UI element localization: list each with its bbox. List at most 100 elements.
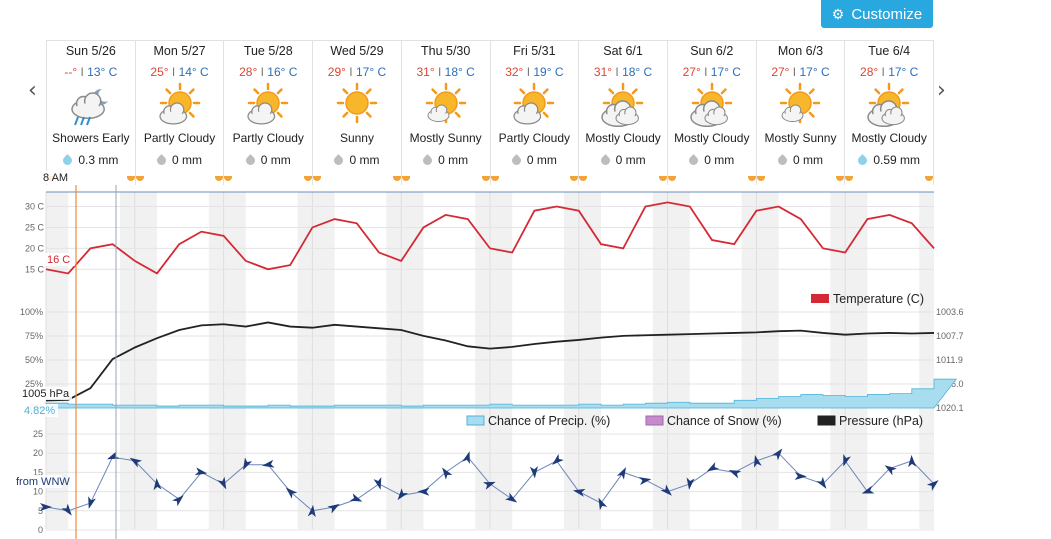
partly-cloudy-icon (513, 82, 555, 125)
wind-arrow (285, 487, 298, 499)
condition-label: Mostly Cloudy (674, 131, 750, 145)
day-card[interactable]: Tue 5/28 28° I 16° C Partly Cloudy 0 mm (223, 40, 313, 185)
precip-amount: 0.59 mm (845, 153, 933, 167)
chevron-left-icon[interactable]: ‹ (28, 78, 37, 103)
high-temp: 28° (860, 65, 879, 79)
wind-arrow (307, 504, 316, 518)
wind-arrow (728, 470, 742, 479)
raindrop-icon (598, 154, 612, 167)
wind-arrow (638, 477, 652, 485)
night-band (393, 192, 424, 529)
raindrop-icon (421, 154, 435, 167)
day-card[interactable]: Fri 5/31 32° I 19° C Partly Cloudy 0 mm (489, 40, 579, 185)
day-card[interactable]: Sun 6/2 27° I 17° C Mostly Cloudy 0 mm (666, 40, 756, 185)
precip-value: 0 mm (438, 153, 469, 167)
high-temp: 27° (682, 65, 701, 79)
wind-arrow (616, 467, 627, 480)
precip-legend-swatch (817, 415, 836, 426)
raindrop-icon (509, 154, 523, 167)
wind-arrow (243, 457, 253, 471)
day-card[interactable]: Thu 5/30 31° I 18° C Mostly Sunny 0 mm (400, 40, 490, 185)
cursor-temp-label-bg (45, 253, 75, 266)
wind-arrow (417, 487, 430, 496)
cursor-precip-label: 4.82% (24, 405, 55, 417)
raindrop-icon (61, 154, 75, 167)
day-card[interactable]: Mon 5/27 25° I 14° C Partly Cloudy 0 mm (134, 40, 224, 185)
day-card[interactable]: Mon 6/3 27° I 17° C Mostly Sunny 0 mm (755, 40, 845, 185)
precip-value: 0 mm (704, 153, 735, 167)
precip-amount: 0 mm (136, 153, 224, 167)
wind-arrow (861, 485, 875, 494)
raindrop-icon (687, 154, 701, 167)
temp-tick-label: 15 C (25, 264, 45, 274)
low-temp: 17° C (888, 65, 919, 79)
precip-amount: 0 mm (668, 153, 756, 167)
day-card[interactable]: Sun 5/26 --° I 13° C Showers Early 0.3 m… (46, 40, 135, 185)
wind-arrow (552, 453, 564, 465)
low-temp: 17° C (799, 65, 830, 79)
wind-arrow (504, 492, 518, 503)
temp-separator: I (523, 65, 534, 79)
condition-label: Partly Cloudy (232, 131, 304, 145)
night-band (652, 192, 675, 529)
wind-tick-label: 5 (38, 506, 43, 516)
daily-forecast-strip: Sun 5/26 --° I 13° C Showers Early 0.3 m… (46, 40, 935, 185)
wind-arrow (771, 448, 783, 461)
night-band (297, 192, 320, 529)
precip-value: 0.59 mm (873, 153, 921, 167)
day-card[interactable]: Wed 5/29 29° I 17° C Sunny 0 mm (312, 40, 401, 185)
precip-amount: 0.3 mm (47, 153, 135, 167)
condition-label: Mostly Sunny (764, 131, 837, 145)
mostly-cloudy-icon (867, 82, 910, 127)
day-card[interactable]: Sat 6/1 31° I 18° C Mostly Cloudy 0 mm (578, 40, 667, 185)
wind-arrow (598, 497, 608, 511)
day-temps: 27° I 17° C (757, 65, 845, 79)
day-card[interactable]: Tue 6/4 28° I 17° C Mostly Cloudy 0.59 m… (844, 40, 935, 185)
precip-legend-swatch (645, 415, 664, 426)
low-temp: 17° C (710, 65, 741, 79)
wind-arrow (908, 454, 917, 468)
day-label: Mon 6/3 (777, 44, 824, 58)
wind-arrow (753, 455, 762, 468)
day-label: Mon 5/27 (153, 44, 206, 58)
precip-value: 0 mm (349, 153, 380, 167)
raindrop-icon (243, 154, 257, 167)
condition-label: Mostly Cloudy (851, 131, 927, 145)
wind-arrow (529, 466, 538, 479)
precip-amount: 0 mm (491, 153, 579, 167)
temp-separator: I (878, 65, 889, 79)
wind-arrow (816, 476, 827, 489)
mostly-sunny-icon (780, 82, 821, 124)
wind-arrow (129, 457, 143, 468)
wind-arrow (373, 477, 382, 490)
wind-line (45, 452, 935, 512)
cursor-wind-label-bg (14, 475, 62, 488)
condition-label: Mostly Sunny (409, 131, 482, 145)
temp-separator: I (612, 65, 623, 79)
day-temps: 29° I 17° C (313, 65, 401, 79)
cursor-precip-label-bg (22, 404, 58, 417)
raindrop-icon (155, 154, 168, 167)
mostly-sunny-icon (425, 82, 466, 124)
precip-amount: 0 mm (224, 153, 312, 167)
day-temps: 31° I 18° C (402, 65, 490, 79)
chevron-right-icon[interactable]: › (937, 78, 946, 103)
temperature-legend-swatch (811, 294, 829, 303)
day-label: Thu 5/30 (420, 44, 471, 58)
cursor-pressure-label-bg (20, 387, 72, 400)
temp-separator: I (434, 65, 445, 79)
day-label: Tue 6/4 (868, 44, 911, 58)
precip-legend-label: Pressure (hPa) (839, 414, 923, 428)
mostly-cloudy-icon (690, 82, 733, 127)
night-band (386, 192, 409, 529)
wind-tick-label: 20 (33, 448, 43, 458)
condition-label: Mostly Cloudy (585, 131, 661, 145)
night-band (120, 192, 143, 529)
night-band (830, 192, 853, 529)
night-band (305, 192, 335, 529)
wind-arrow (153, 477, 162, 491)
wind-arrow (194, 467, 208, 476)
customize-button[interactable]: ⚙ Customize (821, 0, 933, 28)
precip-legend-label: Chance of Precip. (%) (488, 414, 610, 428)
gear-icon: ⚙ (831, 5, 845, 22)
